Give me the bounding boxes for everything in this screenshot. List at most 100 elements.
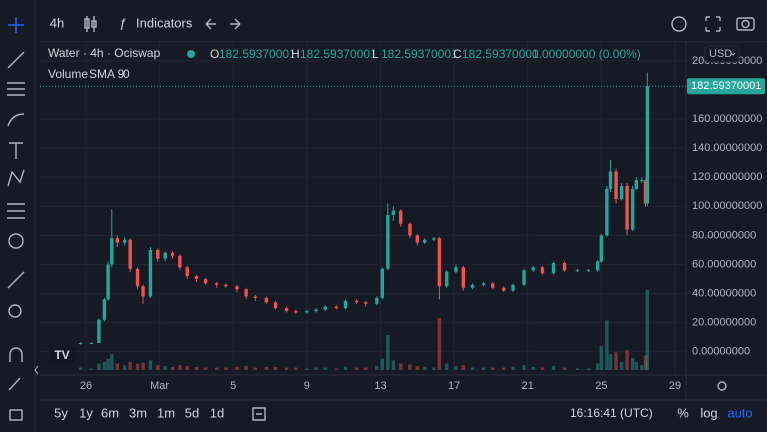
undo-button[interactable]: [205, 18, 216, 30]
volume-bar: [148, 360, 153, 370]
volume-bar: [305, 368, 309, 370]
candle-body: [408, 223, 412, 236]
volume-bar: [432, 367, 436, 370]
candle-body: [608, 171, 613, 189]
y-tick-label: 40.00000000: [692, 287, 756, 299]
magnet-tool[interactable]: [9, 347, 23, 362]
status-dot: [187, 50, 195, 58]
candle-body: [354, 300, 359, 303]
candle-body: [314, 309, 318, 312]
axis-settings[interactable]: [717, 381, 727, 391]
candle-body: [502, 287, 506, 291]
volume-bar: [386, 334, 390, 370]
icon-tool[interactable]: [8, 233, 24, 249]
text-tool[interactable]: [9, 142, 23, 159]
volume-bar: [408, 364, 412, 370]
lock-drawing-tool[interactable]: [8, 377, 21, 391]
volume-bar: [115, 363, 119, 370]
candle-body: [170, 252, 175, 256]
scale-button[interactable]: log: [700, 405, 717, 420]
range-button[interactable]: 1y: [79, 405, 93, 420]
candle-body: [178, 255, 182, 268]
fib-tool[interactable]: [7, 82, 25, 96]
candle-body: [97, 319, 101, 344]
indicators-button[interactable]: Indicators: [136, 15, 193, 30]
candle-body: [294, 311, 298, 313]
volume-bar: [284, 367, 289, 370]
volume-bar: [178, 365, 182, 370]
settings-button[interactable]: [671, 16, 687, 32]
x-tick-label: 17: [448, 380, 460, 392]
candle-body: [575, 270, 580, 272]
chart: 0.00000000 20.00000000 40.00000000 60.00000…: [40, 42, 767, 400]
volume-bar: [445, 363, 449, 370]
x-tick-label: 13: [374, 380, 386, 392]
volume-bar: [364, 367, 368, 370]
measure-tool[interactable]: [7, 271, 25, 289]
range-button[interactable]: 3m: [129, 405, 147, 420]
ohlc-value: 182.59370001: [381, 47, 458, 61]
candle-body: [586, 270, 591, 272]
candle-body: [89, 343, 94, 345]
candle-body: [634, 180, 639, 189]
range-button[interactable]: 1d: [210, 405, 224, 420]
x-tick-label: 21: [522, 380, 534, 392]
volume-bar: [203, 367, 208, 370]
y-tick-label: 0.00000000: [692, 346, 750, 358]
volume-bar: [194, 366, 199, 370]
crosshair-tool[interactable]: [8, 17, 24, 33]
candle-body: [454, 267, 458, 272]
scale-button[interactable]: %: [677, 405, 689, 420]
volume-bar: [334, 368, 339, 370]
collapse-toggle[interactable]: [34, 365, 39, 375]
candle-body: [522, 270, 526, 285]
candle-body: [122, 239, 127, 243]
screenshot-button[interactable]: [736, 17, 755, 31]
candle-body: [619, 185, 624, 200]
range-bar: 5y 1y 6m 3m 1m 5d 1d: [54, 405, 224, 420]
brush-tool[interactable]: [7, 113, 25, 127]
range-button[interactable]: 6m: [101, 405, 119, 420]
candle-body: [235, 286, 239, 290]
zoom-tool[interactable]: [8, 304, 22, 318]
candle-body: [264, 297, 269, 303]
last-price-box: [687, 78, 765, 95]
candle-body: [422, 239, 427, 243]
range-button[interactable]: 5d: [185, 405, 199, 420]
volume-bar: [244, 366, 248, 370]
volume-bar: [643, 355, 648, 370]
volume-bar: [135, 363, 140, 370]
fullscreen-button[interactable]: [705, 16, 721, 32]
volume-bar: [595, 363, 600, 370]
candle-body: [415, 235, 419, 243]
volume-bar: [586, 368, 591, 370]
interval-button[interactable]: 4h: [50, 15, 64, 30]
x-tick-label: 9: [304, 380, 310, 392]
ohlc-key: C: [453, 47, 462, 61]
candle-body: [386, 215, 390, 269]
candle-body: [224, 284, 228, 287]
candle-body: [323, 306, 327, 310]
volume-bar: [551, 366, 556, 370]
redo-button[interactable]: [230, 18, 241, 30]
goto-date-button[interactable]: [252, 407, 266, 421]
volume-bar: [163, 366, 167, 370]
volume-bar: [170, 366, 175, 370]
change: 0.00000000 (0.00%): [532, 47, 641, 61]
range-button[interactable]: 1m: [157, 405, 175, 420]
pattern-tool[interactable]: [7, 169, 25, 187]
scale-button[interactable]: auto: [727, 405, 752, 420]
y-tick-label: 140.00000000: [692, 142, 762, 154]
prediction-tool[interactable]: [7, 203, 25, 219]
volume-bar: [634, 362, 639, 370]
candle-body: [115, 238, 119, 243]
currency-button[interactable]: USD: [704, 45, 740, 63]
chart-type-button[interactable]: [84, 16, 97, 32]
volume-sma-label: SMA 9: [89, 67, 125, 81]
candle-body: [540, 267, 545, 274]
trend-line-tool[interactable]: [7, 51, 25, 69]
y-tick-label: 120.00000000: [692, 171, 762, 183]
candle-body: [481, 283, 486, 285]
lock-tool[interactable]: [9, 409, 23, 421]
range-button[interactable]: 5y: [54, 405, 68, 420]
